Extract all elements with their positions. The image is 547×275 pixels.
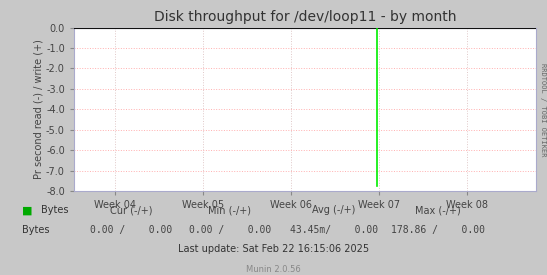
Text: 0.00 /    0.00: 0.00 / 0.00 — [90, 225, 172, 235]
Text: 178.86 /    0.00: 178.86 / 0.00 — [391, 225, 485, 235]
Text: Cur (-/+): Cur (-/+) — [110, 205, 153, 215]
Text: 43.45m/    0.00: 43.45m/ 0.00 — [289, 225, 378, 235]
Text: RRDTOOL / TOBI OETIKER: RRDTOOL / TOBI OETIKER — [540, 63, 546, 157]
Text: Min (-/+): Min (-/+) — [208, 205, 251, 215]
Text: ■: ■ — [22, 205, 32, 215]
Text: Munin 2.0.56: Munin 2.0.56 — [246, 265, 301, 274]
Text: Avg (-/+): Avg (-/+) — [312, 205, 356, 215]
Text: Max (-/+): Max (-/+) — [415, 205, 461, 215]
Text: Last update: Sat Feb 22 16:15:06 2025: Last update: Sat Feb 22 16:15:06 2025 — [178, 244, 369, 254]
Text: Bytes: Bytes — [22, 225, 49, 235]
Text: Bytes: Bytes — [41, 205, 68, 215]
Title: Disk throughput for /dev/loop11 - by month: Disk throughput for /dev/loop11 - by mon… — [154, 10, 456, 24]
Y-axis label: Pr second read (-) / write (+): Pr second read (-) / write (+) — [33, 39, 43, 179]
Text: 0.00 /    0.00: 0.00 / 0.00 — [189, 225, 271, 235]
